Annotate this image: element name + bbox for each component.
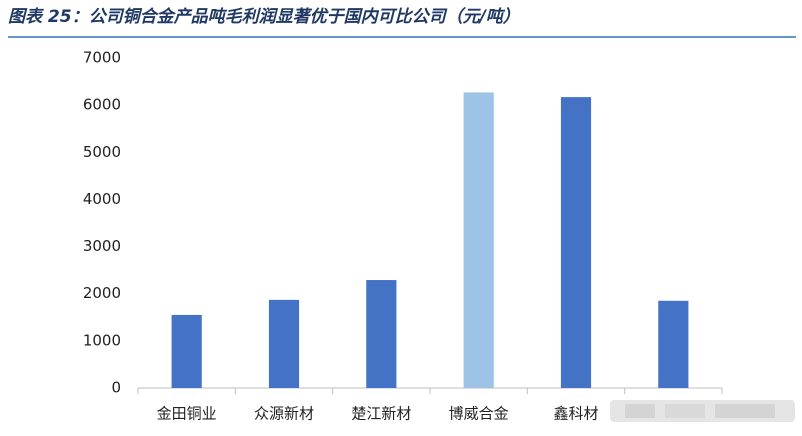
x-tick-label: 鑫科材 bbox=[553, 405, 598, 423]
bar bbox=[366, 280, 397, 388]
chart-title: 图表 25：公司铜合金产品吨毛利润显著优于国内可比公司（元/吨） bbox=[8, 7, 520, 27]
x-tick-label: 博威合金 bbox=[449, 405, 509, 423]
watermark bbox=[610, 400, 795, 422]
x-tick-label: 金田铜业 bbox=[157, 405, 217, 423]
y-tick-label: 5000 bbox=[83, 143, 121, 161]
bar bbox=[171, 314, 202, 388]
y-tick-label: 6000 bbox=[83, 96, 121, 114]
y-tick-label: 7000 bbox=[83, 49, 121, 67]
y-tick-label: 4000 bbox=[83, 190, 121, 208]
bar bbox=[463, 92, 494, 389]
x-tick-label: 众源新材 bbox=[254, 405, 314, 423]
y-tick-label: 0 bbox=[111, 379, 121, 397]
bar bbox=[560, 97, 592, 388]
y-tick-label: 3000 bbox=[83, 237, 121, 255]
x-tick-label: 楚江新材 bbox=[351, 405, 411, 423]
bar bbox=[268, 299, 300, 388]
y-tick-label: 1000 bbox=[83, 331, 121, 349]
bar bbox=[658, 300, 689, 388]
y-tick-label: 2000 bbox=[83, 284, 121, 302]
